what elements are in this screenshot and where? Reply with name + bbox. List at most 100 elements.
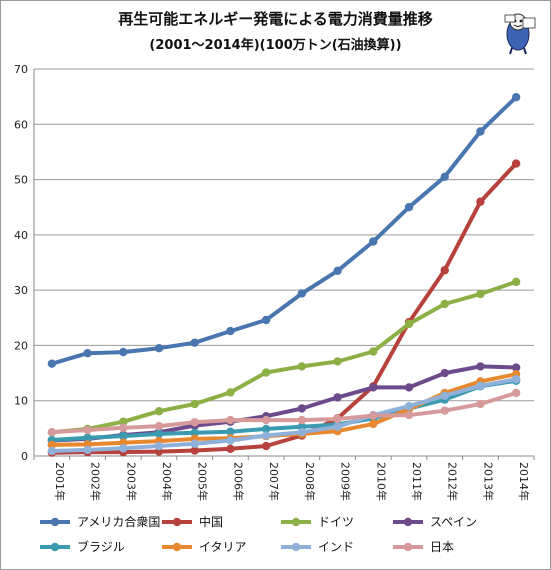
data-point <box>297 404 307 413</box>
data-point <box>440 172 449 182</box>
data-point <box>261 415 271 425</box>
legend-swatch-marker <box>291 517 301 527</box>
data-point <box>369 419 378 429</box>
legend-label: インド <box>318 540 354 554</box>
data-point <box>226 388 235 397</box>
data-point <box>83 445 92 455</box>
data-point <box>333 357 342 366</box>
data-point <box>226 444 235 454</box>
data-point <box>154 343 164 353</box>
x-tick-label: 2001年 <box>53 462 67 501</box>
data-point <box>404 402 414 411</box>
legend-swatch-marker <box>172 517 182 527</box>
data-point <box>511 363 521 372</box>
data-point <box>511 159 521 168</box>
data-point <box>440 406 449 415</box>
y-tick-label: 70 <box>14 63 28 76</box>
chart-title: 再生可能エネルギー発電による電力消費量推移 <box>118 10 433 28</box>
data-point <box>154 441 164 451</box>
x-tick-label: 2004年 <box>160 462 174 501</box>
data-point <box>119 423 128 433</box>
data-point <box>333 266 342 275</box>
data-point <box>297 428 307 437</box>
data-point <box>440 368 449 378</box>
data-point <box>119 417 128 426</box>
data-point <box>47 440 57 450</box>
x-tick-label: 2003年 <box>124 462 138 501</box>
data-point <box>369 237 378 246</box>
data-point <box>47 359 57 368</box>
data-point <box>190 428 199 437</box>
x-tick-label: 2007年 <box>267 462 281 501</box>
data-point <box>154 421 164 431</box>
data-point <box>119 444 128 453</box>
data-point <box>404 319 414 329</box>
data-point <box>261 431 271 440</box>
data-point <box>190 338 199 347</box>
y-tick-label: 40 <box>14 229 28 242</box>
legend-swatch-marker <box>50 517 60 527</box>
x-tick-label: 2010年 <box>374 462 388 501</box>
series-line <box>49 391 519 435</box>
data-point <box>119 431 128 441</box>
x-tick-label: 2009年 <box>339 462 353 501</box>
data-point <box>83 425 92 435</box>
y-tick-label: 50 <box>14 174 28 187</box>
data-point <box>369 411 378 420</box>
data-point <box>369 383 378 392</box>
x-tick-label: 2011年 <box>410 462 424 501</box>
legend-swatch-marker <box>50 542 60 552</box>
x-tick-label: 2014年 <box>517 462 531 501</box>
data-point <box>47 428 57 437</box>
data-point <box>226 415 235 425</box>
data-point <box>369 347 378 356</box>
data-point <box>476 197 485 206</box>
series-line <box>49 95 519 366</box>
x-tick-label: 2005年 <box>196 462 210 501</box>
x-tick-label: 2012年 <box>446 462 460 501</box>
data-point <box>226 436 235 445</box>
series-line <box>49 279 519 435</box>
legend-label: スペイン <box>430 515 477 529</box>
data-point <box>226 326 235 336</box>
data-point <box>404 203 414 212</box>
data-point <box>476 127 485 136</box>
data-point <box>261 368 271 377</box>
x-tick-label: 2013年 <box>481 462 495 501</box>
data-point <box>47 446 57 456</box>
data-point <box>297 415 307 425</box>
series-line <box>49 161 519 455</box>
legend-label: 中国 <box>199 514 223 529</box>
data-point <box>190 399 199 409</box>
data-point <box>404 410 414 420</box>
data-point <box>333 422 342 431</box>
data-point <box>476 362 485 371</box>
data-point <box>476 399 485 409</box>
data-point <box>154 407 164 416</box>
x-tick-label: 2006年 <box>231 462 245 501</box>
y-tick-label: 0 <box>21 450 28 463</box>
data-point <box>297 362 307 371</box>
data-point <box>119 347 128 357</box>
data-point <box>511 374 521 384</box>
data-point <box>333 414 342 424</box>
x-tick-label: 2008年 <box>303 462 317 501</box>
legend-label: イタリア <box>199 540 247 554</box>
legend-label: 日本 <box>430 540 454 554</box>
y-tick-label: 20 <box>14 339 28 352</box>
data-point <box>333 393 342 402</box>
y-tick-label: 60 <box>14 118 28 131</box>
chart-subtitle: (2001～2014年)(100万トン(石油換算)) <box>149 38 402 53</box>
data-point <box>511 92 521 102</box>
data-point <box>404 383 414 392</box>
data-point <box>440 299 449 309</box>
legend-swatch-marker <box>291 542 301 552</box>
data-point <box>476 381 485 390</box>
series-line <box>49 378 519 442</box>
data-point <box>511 388 521 398</box>
x-tick-label: 2002年 <box>89 462 103 501</box>
data-point <box>190 439 199 449</box>
data-point <box>261 424 271 434</box>
